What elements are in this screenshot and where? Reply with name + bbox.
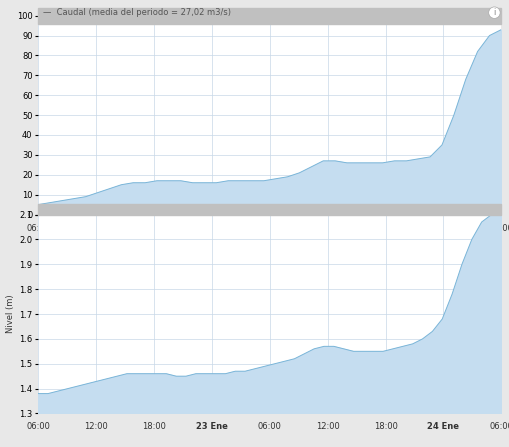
Text: 18:00: 18:00 bbox=[142, 224, 166, 232]
Bar bbox=[38, 204, 501, 215]
Text: —  Caudal (media del periodo = 27,02 m3/s): — Caudal (media del periodo = 27,02 m3/s… bbox=[43, 8, 231, 17]
Bar bbox=[38, 8, 501, 24]
Text: 18:00: 18:00 bbox=[374, 422, 398, 431]
Text: i: i bbox=[493, 8, 496, 17]
Text: 06:00: 06:00 bbox=[26, 422, 50, 431]
Text: 18:00: 18:00 bbox=[374, 224, 398, 232]
Text: 18:00: 18:00 bbox=[142, 422, 166, 431]
Text: 12:00: 12:00 bbox=[316, 224, 340, 232]
Text: 06:00: 06:00 bbox=[490, 224, 509, 232]
Text: 12:00: 12:00 bbox=[316, 422, 340, 431]
Y-axis label: Nivel (m): Nivel (m) bbox=[6, 295, 15, 333]
Text: 23 Ene: 23 Ene bbox=[196, 422, 228, 431]
Text: 23 Ene: 23 Ene bbox=[196, 224, 228, 232]
Text: 12:00: 12:00 bbox=[84, 224, 108, 232]
Text: 24 Ene: 24 Ene bbox=[428, 224, 460, 232]
Text: 12:00: 12:00 bbox=[84, 422, 108, 431]
Text: 06:00: 06:00 bbox=[26, 224, 50, 232]
Text: 06:00: 06:00 bbox=[258, 422, 281, 431]
Text: 06:00: 06:00 bbox=[490, 422, 509, 431]
Text: 06:00: 06:00 bbox=[258, 224, 281, 232]
Text: 24 Ene: 24 Ene bbox=[428, 422, 460, 431]
